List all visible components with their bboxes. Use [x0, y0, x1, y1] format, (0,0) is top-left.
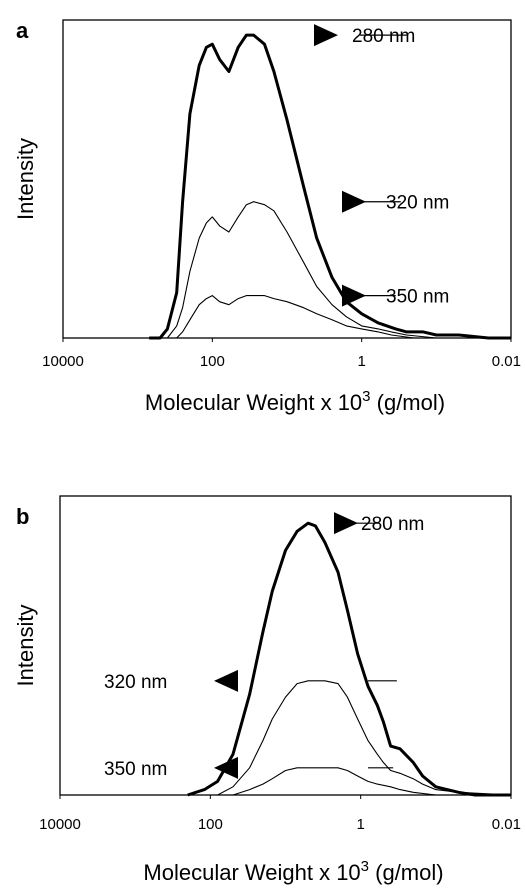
panel-letter: b	[16, 504, 29, 529]
series-line-280-nm	[187, 521, 511, 797]
series-line-350-nm	[187, 767, 511, 796]
x-tick-label: 1	[356, 816, 364, 833]
x-tick-label: 0.01	[492, 353, 521, 370]
x-axis-label: Molecular Weight x 103 (g/mol)	[145, 388, 445, 415]
series-line-280-nm	[149, 33, 511, 340]
annotation-label: 350 nm	[386, 287, 449, 308]
x-tick-label: 0.01	[492, 816, 521, 833]
panel-a: a Intensity 10000 100 1 0.01 Molecular Weight …	[13, 18, 521, 415]
annotation-label: 280 nm	[352, 26, 415, 47]
x-tick-label: 1	[357, 353, 365, 370]
annotation-arrowhead	[342, 190, 366, 213]
y-axis-label: Intensity	[13, 605, 38, 687]
series-line-320-nm	[187, 680, 512, 796]
x-tick-label: 100	[200, 353, 225, 370]
x-tick-label: 10000	[42, 353, 84, 370]
annotation-arrowhead	[342, 284, 366, 307]
x-tick-label: 10000	[39, 816, 81, 833]
annotation-arrowhead	[334, 512, 358, 535]
panel-b: b Intensity 10000 100 1 0.01 Molecular Weight …	[13, 495, 521, 885]
series-line-350-nm	[149, 295, 511, 339]
annotation-label: 280 nm	[361, 514, 424, 535]
annotation-label: 320 nm	[104, 672, 167, 693]
x-axis-label: Molecular Weight x 103 (g/mol)	[143, 858, 443, 885]
series-line-320-nm	[149, 201, 511, 339]
annotation-arrowhead	[214, 756, 238, 779]
x-tick-label: 100	[198, 816, 223, 833]
annotation-label: 350 nm	[104, 759, 167, 780]
annotation-label: 320 nm	[386, 193, 449, 214]
plot-frame	[62, 19, 512, 339]
plot-frame	[59, 495, 512, 796]
annotation-arrowhead	[214, 669, 238, 692]
annotation-arrowhead	[314, 24, 338, 47]
panel-letter: a	[16, 18, 29, 43]
y-axis-label: Intensity	[13, 138, 38, 220]
